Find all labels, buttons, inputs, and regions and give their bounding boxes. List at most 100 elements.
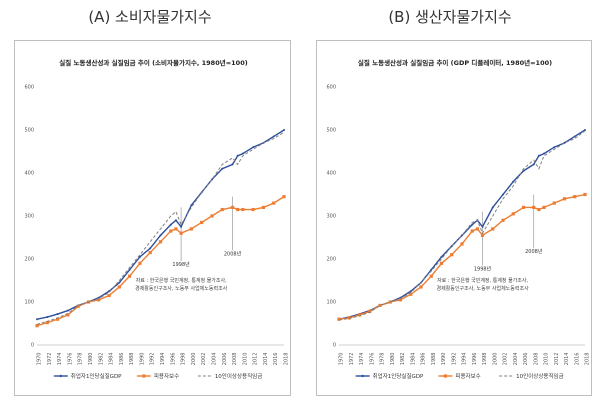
y-tick-label: 600 [24, 85, 34, 91]
data-point [190, 204, 193, 207]
data-point [241, 152, 244, 155]
data-point [450, 253, 454, 257]
x-tick-label: 2010 [544, 353, 550, 366]
data-point [491, 227, 495, 231]
data-point [543, 152, 545, 155]
y-tick-label: 300 [326, 214, 336, 220]
data-point [283, 129, 285, 131]
x-tick-label: 1976 [369, 353, 375, 366]
x-tick-label: 1972 [47, 353, 53, 366]
chart-frame: 실질 노동생산성과 실질임금 추이 (소비자물가지수, 1980년=100) 0 1… [14, 40, 291, 396]
x-tick-label: 1990 [441, 353, 447, 366]
series-line-comp [36, 196, 285, 327]
x-tick-label: 2016 [273, 353, 279, 366]
data-point [532, 163, 535, 166]
data-point [409, 292, 413, 296]
series-line-wage [36, 131, 285, 325]
data-point [138, 255, 141, 258]
data-point [337, 317, 341, 321]
x-tick-label: 1982 [98, 353, 104, 366]
data-point [573, 195, 577, 199]
data-point [128, 268, 131, 271]
x-tick-label: 2004 [211, 353, 217, 366]
data-point [409, 290, 412, 293]
data-point [45, 321, 49, 325]
annotation-label: 1998년 [172, 261, 190, 268]
legend-marker [443, 374, 448, 378]
data-point [241, 207, 245, 212]
legend-label: 취업자1인당실질GDP [373, 372, 424, 380]
data-point [179, 231, 183, 235]
x-tick-label: 1980 [390, 353, 396, 366]
data-point [159, 234, 162, 237]
data-point [36, 318, 38, 321]
x-tick-label: 1972 [349, 353, 355, 366]
data-point [282, 195, 286, 199]
x-tick-label: 2018 [585, 353, 591, 366]
data-point [236, 207, 240, 212]
data-point [128, 274, 132, 278]
x-tick-label: 1986 [119, 353, 125, 366]
data-point [66, 309, 69, 312]
legend-label: 취업자1인당실질GDP [71, 372, 122, 380]
chart-title: 실질 노동생산성과 실질임금 추이 (소비자물가지수, 1980년=100) [59, 58, 247, 67]
source-note: 경제활동인구조사, 노동부 사업체노동력조사 [437, 285, 530, 292]
data-point [584, 129, 586, 131]
data-point [398, 298, 403, 302]
data-point [511, 212, 515, 216]
data-point [231, 163, 234, 166]
legend-marker [361, 374, 364, 378]
x-tick-label: 1970 [37, 353, 43, 366]
x-tick-label: 2004 [513, 353, 519, 366]
data-point [471, 223, 474, 226]
annotation-label: 1998년 [474, 265, 492, 272]
x-tick-label: 2006 [222, 353, 228, 366]
data-point [491, 206, 494, 209]
data-point [430, 268, 433, 271]
y-tick-label: 300 [24, 214, 34, 220]
source-note: 자료 : 한국은행 국민계정, 통계청 물가조사, [437, 277, 528, 284]
data-point [378, 303, 382, 308]
data-point [429, 274, 433, 278]
series-line-wage [338, 130, 586, 321]
data-point [440, 255, 443, 258]
x-tick-label: 2008 [232, 353, 238, 366]
x-tick-label: 1974 [57, 353, 63, 366]
data-point [236, 154, 239, 157]
data-point [552, 201, 556, 205]
data-point [200, 220, 204, 225]
data-point [174, 219, 177, 222]
data-point [460, 242, 464, 246]
data-point [210, 214, 214, 218]
panel-heading: (A) 소비자물가지수 [88, 8, 212, 26]
x-tick-label: 1974 [359, 353, 365, 366]
data-point [388, 300, 392, 304]
annotation-label: 2008년 [525, 248, 543, 255]
x-tick-label: 1996 [170, 353, 176, 366]
data-point [189, 227, 193, 231]
data-point [512, 180, 515, 183]
data-point [357, 313, 362, 317]
chart-title: 실질 노동생산성과 실질임금 추이 (GDP 디플레이터, 1980년=100) [358, 58, 552, 67]
y-tick-label: 0 [333, 343, 336, 349]
x-tick-label: 2018 [284, 353, 290, 366]
y-tick-label: 100 [24, 300, 34, 306]
chart-frame: 실질 노동생산성과 실질임금 추이 (GDP 디플레이터, 1980년=100)… [316, 40, 592, 396]
x-tick-label: 2014 [263, 353, 269, 366]
y-tick-label: 100 [326, 300, 336, 306]
panel-ppi: (B) 생산자물가지수 실질 노동생산성과 실질임금 추이 (GDP 디플레이터… [300, 0, 600, 400]
y-tick-label: 400 [24, 171, 34, 177]
x-tick-label: 1988 [431, 353, 437, 366]
y-tick-label: 500 [326, 128, 336, 134]
data-point [537, 207, 541, 212]
data-point [149, 247, 152, 250]
data-point [501, 218, 505, 222]
x-tick-label: 1984 [109, 353, 115, 366]
x-tick-label: 1970 [339, 353, 345, 366]
data-point [158, 240, 163, 244]
x-tick-label: 1994 [160, 353, 166, 366]
x-tick-label: 1988 [129, 353, 135, 366]
data-point [169, 223, 172, 226]
x-tick-label: 1996 [472, 353, 478, 366]
legend-label: 피용자보수 [455, 372, 480, 380]
